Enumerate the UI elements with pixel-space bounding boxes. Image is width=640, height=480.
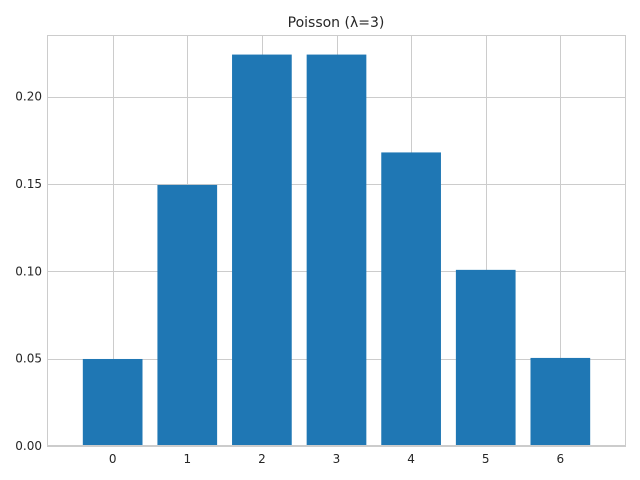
bar-0 bbox=[82, 358, 143, 446]
y-tick-label-0.05: 0.05 bbox=[15, 352, 42, 366]
y-tick-label-0.00: 0.00 bbox=[15, 439, 42, 453]
x-tick-label-2: 2 bbox=[258, 452, 266, 466]
bar-2 bbox=[232, 54, 292, 446]
x-tick-label-1: 1 bbox=[183, 452, 191, 466]
x-tick-label-5: 5 bbox=[482, 452, 490, 466]
bar-1 bbox=[157, 184, 218, 446]
x-tick-label-0: 0 bbox=[109, 452, 117, 466]
y-tick-label-0.20: 0.20 bbox=[15, 90, 42, 104]
axes-spines bbox=[47, 35, 626, 446]
chart-title: Poisson (λ=3) bbox=[288, 15, 385, 31]
x-tick-label-6: 6 bbox=[557, 452, 565, 466]
x-tick-labels: 0 1 2 3 4 5 6 bbox=[109, 452, 564, 466]
bar-3 bbox=[306, 54, 367, 446]
y-tick-labels: 0.00 0.05 0.10 0.15 0.20 bbox=[15, 90, 42, 453]
bar-6 bbox=[530, 357, 591, 446]
bars bbox=[82, 54, 591, 446]
bar-5 bbox=[455, 269, 516, 446]
x-tick-label-3: 3 bbox=[333, 452, 341, 466]
y-tick-label-0.15: 0.15 bbox=[15, 177, 42, 191]
y-tick-label-0.10: 0.10 bbox=[15, 264, 42, 278]
x-tick-label-4: 4 bbox=[407, 452, 415, 466]
bar-4 bbox=[381, 152, 441, 446]
plot-frame bbox=[47, 35, 626, 446]
